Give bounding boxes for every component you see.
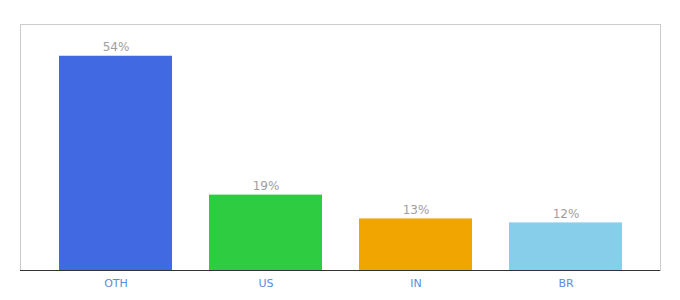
- svg-text:BR: BR: [558, 277, 574, 290]
- svg-text:13%: 13%: [403, 203, 430, 217]
- svg-text:54%: 54%: [103, 40, 130, 54]
- svg-text:12%: 12%: [553, 207, 580, 221]
- svg-text:19%: 19%: [253, 179, 280, 193]
- svg-text:OTH: OTH: [104, 277, 128, 290]
- svg-text:US: US: [258, 277, 273, 290]
- svg-text:IN: IN: [410, 277, 421, 290]
